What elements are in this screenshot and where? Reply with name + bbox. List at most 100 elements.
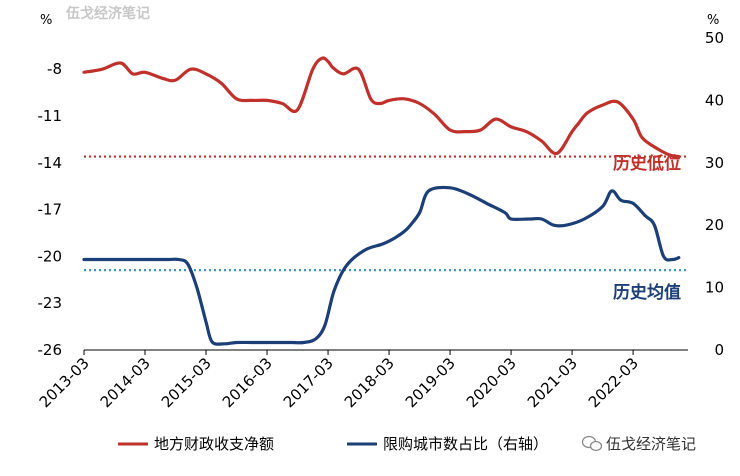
data-point [327,60,329,63]
data-point [510,126,512,128]
x-tick-label: 2020-03 [463,354,520,411]
left-axis: -8 -11 -14 -17 -20 -23 -26 [38,60,63,359]
right-axis-unit: % [707,13,719,28]
data-point [83,258,85,261]
data-point [290,341,293,344]
data-point [321,57,323,60]
right-tick-label: 20 [705,216,724,234]
data-point [235,98,238,100]
data-point [540,140,543,142]
source-badge: 伍戈经济笔记 [581,435,696,453]
data-point [266,99,268,102]
data-point [601,205,604,208]
data-point [302,341,305,344]
right-tick-label: 0 [714,341,724,359]
data-point [409,224,412,226]
data-point [345,264,348,267]
data-point [363,249,366,251]
data-point [656,147,659,150]
data-point [653,224,656,226]
data-point [388,99,390,102]
left-tick-label: -23 [38,294,63,312]
data-point [586,112,589,114]
data-point [250,99,253,102]
data-point [449,129,451,131]
data-point [205,73,207,75]
legend-label-fiscal-net: 地方财政收支净额 [154,435,274,453]
data-point [427,190,430,192]
data-point [620,199,622,202]
right-tick-label: 10 [705,279,724,297]
data-point [235,341,238,344]
legend: 地方财政收支净额 限购城市数占比（右轴） [118,435,548,453]
data-point [571,130,573,133]
data-point [403,98,406,100]
data-point [315,337,317,340]
data-point [678,155,680,158]
data-point [281,102,284,105]
left-tick-label: -26 [38,341,63,359]
left-tick-label: -14 [38,154,63,172]
data-point [495,118,497,120]
data-point [525,130,528,133]
series-fiscal-net-line [82,56,681,159]
x-tick-label: 2015-03 [158,354,215,411]
data-point [332,66,334,69]
right-axis: 50 40 30 20 10 0 [705,29,724,359]
data-point [485,202,488,205]
data-point [662,255,665,258]
data-point [467,193,470,195]
data-point [101,68,104,70]
data-point [610,190,613,192]
data-point [369,98,372,100]
data-point [644,215,647,217]
data-point [266,341,268,344]
data-point [357,68,360,70]
data-point [296,108,299,111]
data-point [324,324,326,326]
data-point [464,130,467,133]
data-point [132,73,134,75]
x-tick-label: 2017-03 [280,354,337,411]
data-point [379,102,381,105]
data-point [211,341,213,343]
data-point [601,104,604,106]
left-tick-label: -11 [38,107,63,125]
series-fiscal-net-points [83,57,680,158]
data-point [113,258,116,261]
data-point [205,321,207,323]
data-point [504,211,506,214]
source-label: 伍戈经济笔记 [606,435,696,453]
left-tick-label: -8 [47,60,62,78]
data-point [220,82,223,85]
data-point [174,79,177,81]
x-tick-label: 2018-03 [341,354,398,411]
data-point [418,102,421,105]
data-point [177,258,180,261]
data-point [540,218,543,220]
right-tick-label: 40 [705,91,724,109]
data-point [119,62,122,64]
left-tick-label: -17 [38,201,63,219]
x-tick-label: 2013-03 [36,354,93,411]
data-point [333,289,335,292]
data-point [632,118,634,120]
data-point [144,71,146,74]
x-tick-label: 2019-03 [402,354,459,411]
historical-low-label: 历史低位 [613,153,681,174]
series-restricted-cities-points [83,186,680,345]
data-point [565,224,567,226]
data-point [83,71,85,74]
data-point [668,154,671,156]
data-point [449,186,451,189]
x-tick-label: 2014-03 [97,354,154,411]
legend-label-restricted-cities: 限购城市数占比（右轴） [383,435,548,453]
left-axis-unit: % [40,13,52,28]
x-axis: 2013-03 2014-03 2015-03 2016-03 2017-03 2018-… [36,350,642,411]
data-point [577,123,579,125]
data-point [311,68,314,70]
data-point [641,137,644,139]
data-point [162,77,165,80]
wechat-icon [581,435,603,452]
